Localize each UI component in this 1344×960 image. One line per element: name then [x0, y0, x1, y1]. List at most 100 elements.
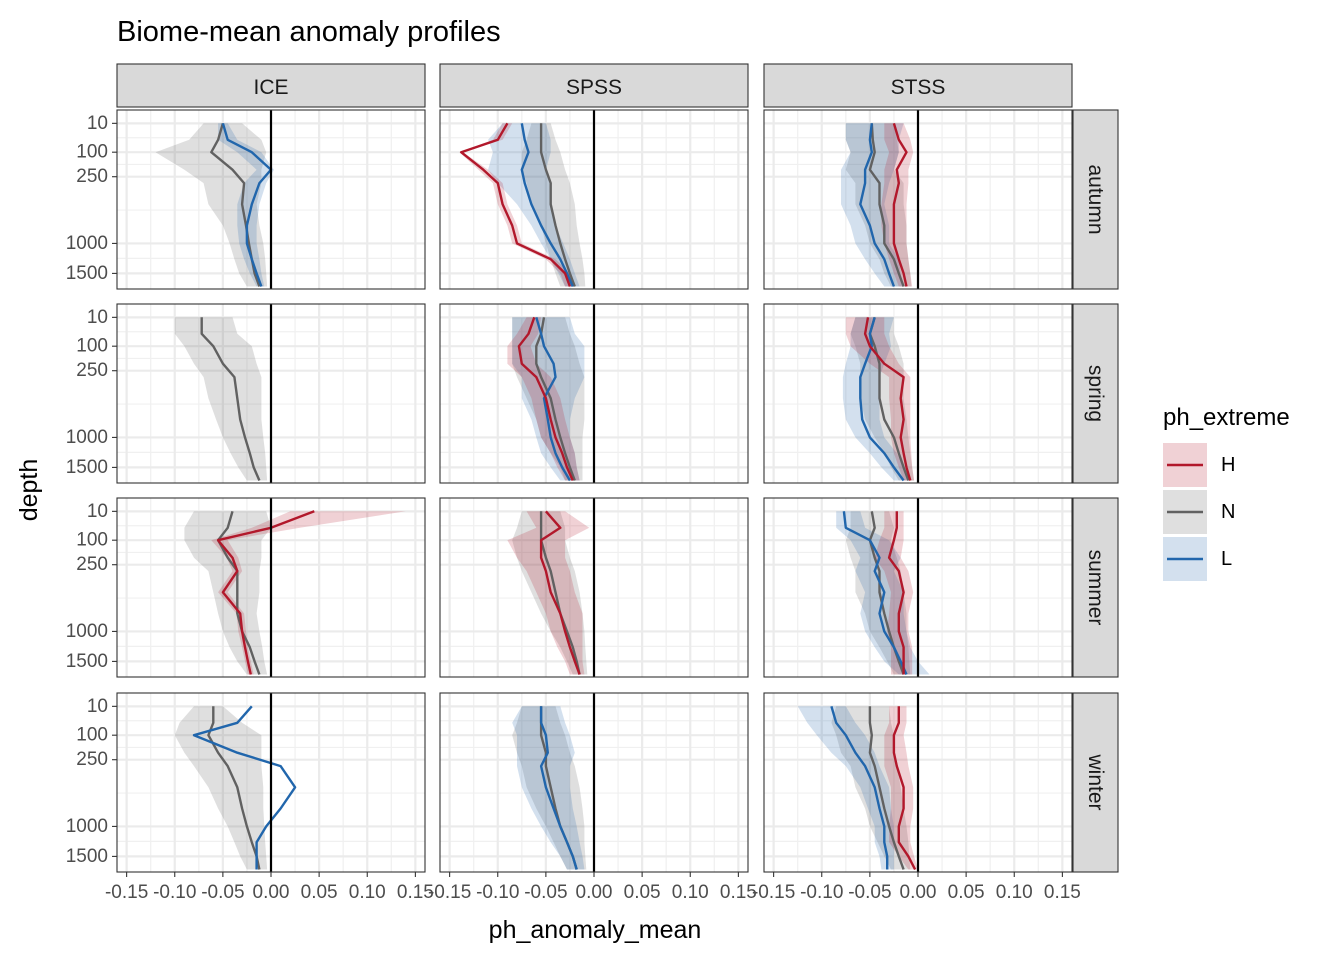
legend-title: ph_extreme [1163, 404, 1290, 431]
facet-strip-label: ICE [253, 76, 288, 99]
x-tick-label: -0.15 [752, 882, 795, 903]
facet-strip-winter: winter [1072, 692, 1119, 873]
panel-ice-summer: 10 100 250 1000 1500 [66, 497, 426, 678]
x-tick-label: -0.10 [800, 882, 843, 903]
ribbon-N [174, 706, 268, 870]
x-tick-label: -0.05 [524, 882, 567, 903]
x-tick-label: -0.10 [153, 882, 196, 903]
legend-label: L [1221, 548, 1232, 570]
y-tick-label: 10 [87, 501, 108, 522]
series-line-H [892, 122, 908, 287]
facet-strip-label: summer [1084, 550, 1107, 626]
series-line-H [517, 316, 574, 481]
series-line-L [520, 123, 574, 287]
series-line-H [460, 122, 572, 287]
panel-border [763, 109, 1073, 290]
series-line-H [539, 510, 581, 675]
series-line-L [830, 705, 889, 870]
series-line-L [859, 316, 905, 482]
panel-ice-spring: 10 100 250 1000 1500 [66, 303, 426, 484]
series-line-L [535, 316, 571, 482]
x-tick-label: -0.05 [848, 882, 891, 903]
y-tick-label: 1000 [66, 233, 108, 254]
series-line-L [859, 123, 896, 287]
legend: ph_extreme H N L [1163, 404, 1290, 581]
series-line-L [539, 706, 578, 870]
ribbon-L [218, 123, 274, 287]
ribbon-L [488, 123, 580, 287]
series-line-H [887, 511, 905, 675]
panel-stss-winter: -0.15 -0.10 -0.05 0.00 0.05 0.10 0.15 [752, 692, 1081, 903]
x-tick-label: 0.05 [624, 882, 661, 903]
y-tick-label: 250 [76, 360, 108, 381]
x-tick-label: -0.15 [428, 882, 471, 903]
panel-border [439, 303, 749, 484]
panel-spss-spring [439, 303, 749, 484]
series-line-N [868, 706, 905, 870]
y-tick-label: 100 [76, 530, 108, 551]
facet-strip-label: STSS [891, 76, 946, 99]
y-tick-label: 1500 [66, 651, 108, 672]
facet-strip-label: autumn [1084, 164, 1107, 234]
x-tick-label: 0.00 [576, 882, 613, 903]
ribbon-L [512, 706, 585, 870]
facet-strip-summer: summer [1072, 497, 1119, 678]
ribbon-H [881, 123, 914, 287]
panel-ice-winter: 10 100 250 1000 1500 -0.15 -0.10 -0.05 0.00 0.05 0… [66, 692, 434, 903]
chart-title: Biome-mean anomaly profiles [117, 16, 501, 48]
series-line-H [863, 317, 912, 481]
y-tick-label: 1500 [66, 263, 108, 284]
legend-label: H [1221, 454, 1235, 476]
panel-spss-summer [439, 497, 749, 678]
y-tick-label: 1500 [66, 457, 108, 478]
y-tick-label: 1000 [66, 816, 108, 837]
ribbon-L [512, 317, 585, 481]
ribbon-L [841, 123, 904, 287]
facet-strip-spring: spring [1072, 303, 1119, 484]
panel-border [439, 109, 749, 290]
facet-strip-spss: SPSS [439, 63, 749, 108]
x-tick-label: 0.00 [253, 882, 290, 903]
y-tick-label: 10 [87, 113, 108, 134]
y-tick-label: 250 [76, 554, 108, 575]
series-line-N [868, 123, 905, 287]
x-tick-label: 0.10 [349, 882, 386, 903]
ribbon-N [155, 123, 268, 287]
series-line-N [539, 123, 576, 287]
series-line-N [868, 316, 910, 481]
y-tick-label: 100 [76, 336, 108, 357]
y-tick-label: 250 [76, 749, 108, 770]
series-line-H [892, 706, 917, 871]
panel-border [763, 497, 1073, 678]
panel-border [763, 303, 1073, 484]
ribbon-L [842, 317, 911, 481]
x-tick-label: 0.10 [672, 882, 709, 903]
x-tick-label: 0.15 [720, 882, 757, 903]
series-line-L [842, 511, 908, 675]
ribbon-N [512, 317, 585, 481]
y-tick-label: 1500 [66, 846, 108, 867]
x-tick-label: 0.10 [996, 882, 1033, 903]
facet-strip-stss: STSS [763, 63, 1073, 108]
panel-stss-spring [763, 303, 1073, 484]
ribbon-L [836, 511, 930, 675]
panel-ice-autumn: 10 100 250 1000 1500 [66, 109, 426, 290]
legend-item-L: L [1163, 537, 1232, 581]
panel-stss-autumn [763, 109, 1073, 290]
series-line-N [216, 510, 261, 675]
panel-border [439, 497, 749, 678]
y-tick-label: 1000 [66, 621, 108, 642]
y-tick-label: 100 [76, 725, 108, 746]
x-tick-label: 0.15 [397, 882, 434, 903]
facet-strip-label: winter [1084, 753, 1107, 810]
legend-label: N [1221, 501, 1235, 523]
x-axis-label: ph_anomaly_mean [489, 916, 702, 944]
ribbon-N [845, 511, 911, 675]
ribbon-H [874, 511, 914, 675]
x-tick-label: 0.00 [900, 882, 937, 903]
panel-stss-summer [763, 497, 1073, 678]
x-tick-label: 0.15 [1044, 882, 1081, 903]
y-tick-label: 100 [76, 142, 108, 163]
x-tick-label: 0.05 [948, 882, 985, 903]
y-axis-label: depth [15, 459, 43, 522]
